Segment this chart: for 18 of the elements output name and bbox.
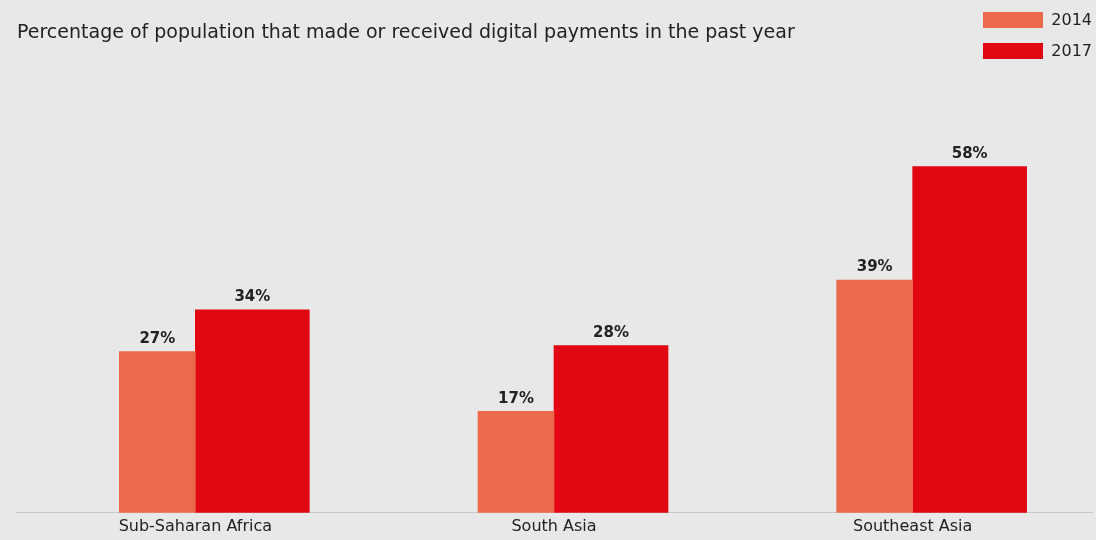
bar bbox=[119, 351, 196, 513]
legend-label: 2017 bbox=[1051, 41, 1092, 60]
legend-label: 2014 bbox=[1051, 10, 1092, 29]
data-label: 58% bbox=[951, 144, 988, 163]
bar bbox=[912, 166, 1027, 513]
data-label: 34% bbox=[234, 287, 271, 306]
x-tick-label: South Asia bbox=[511, 515, 597, 535]
x-tick-label: Southeast Asia bbox=[852, 515, 973, 535]
data-label: 17% bbox=[498, 388, 534, 407]
chart-title: Percentage of population that made or received digital payments in the past year bbox=[17, 20, 795, 42]
bar bbox=[195, 309, 310, 513]
bar bbox=[553, 345, 669, 513]
data-label: 28% bbox=[593, 323, 629, 342]
bar bbox=[477, 411, 555, 513]
bar bbox=[836, 279, 913, 513]
data-label: 39% bbox=[856, 257, 893, 276]
x-tick-label: Sub-Saharan Africa bbox=[118, 515, 273, 535]
data-label: 27% bbox=[139, 329, 176, 348]
